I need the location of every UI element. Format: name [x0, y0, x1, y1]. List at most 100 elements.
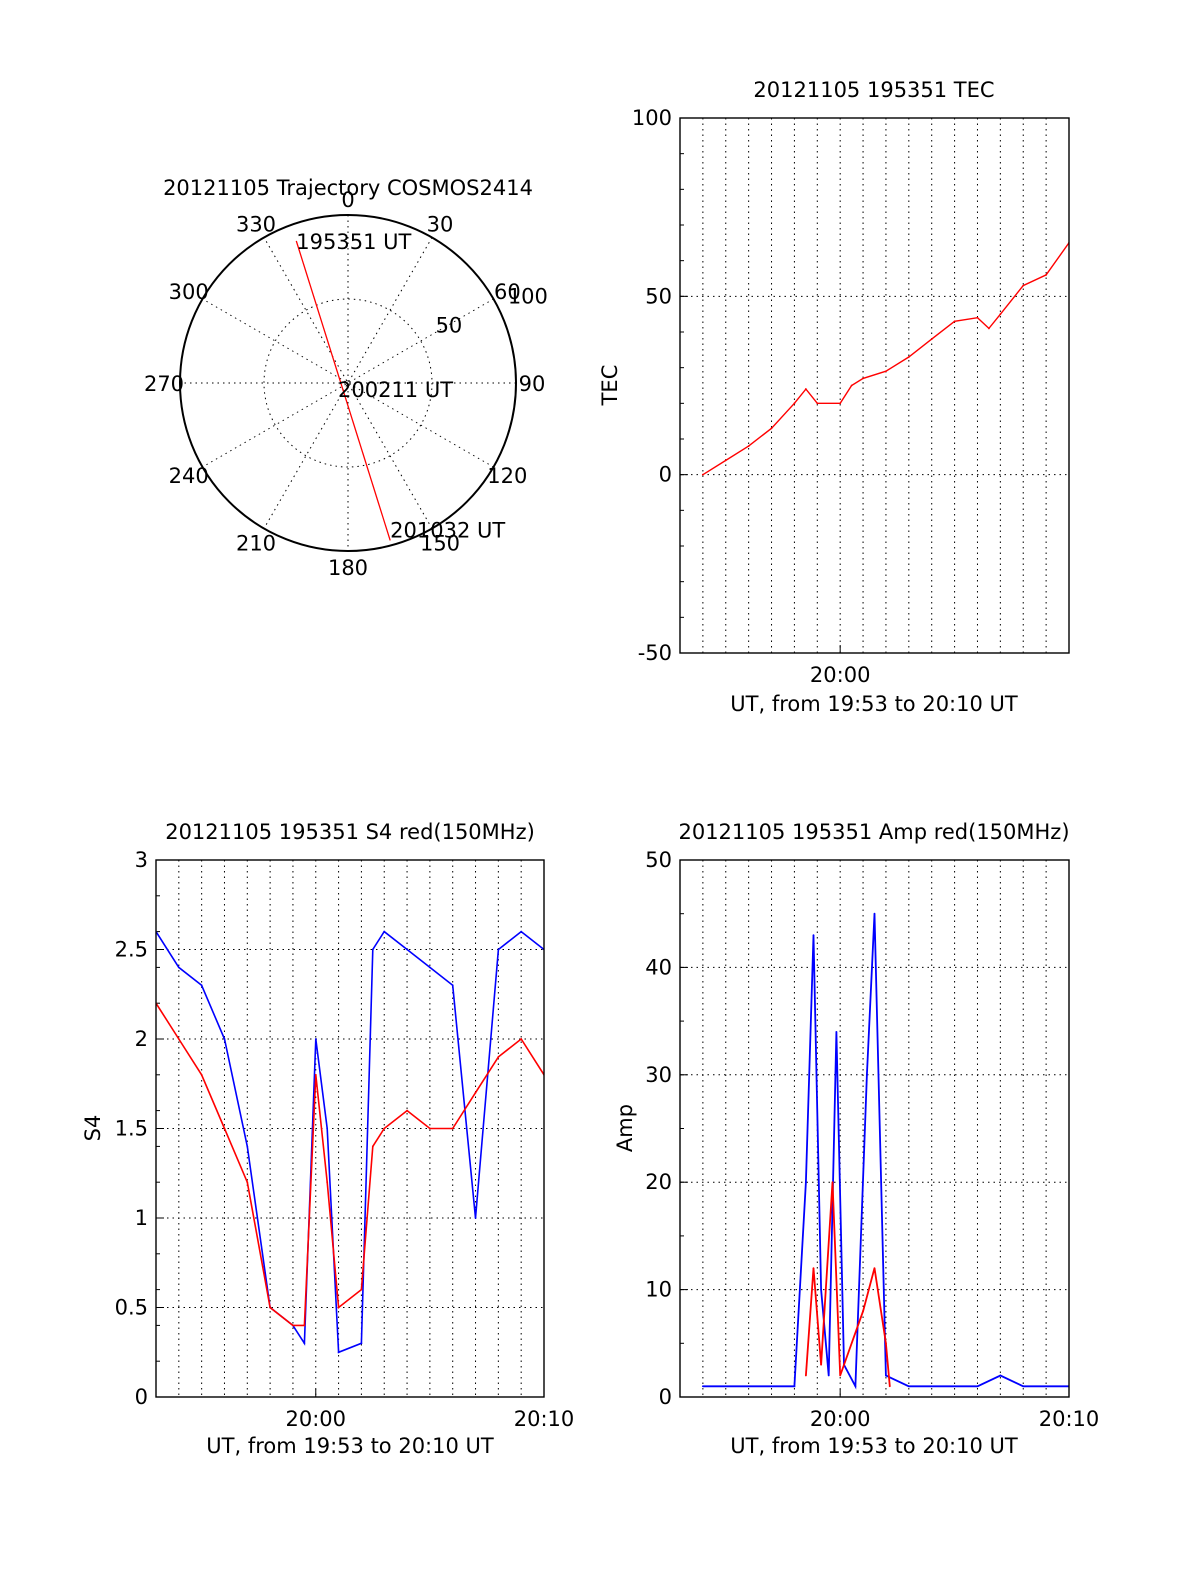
s4-body-data-point	[474, 1217, 477, 1219]
amp-body-data-point	[873, 912, 876, 915]
polar-trajectory-plot: 20121105 Trajectory COSMOS2414 0 30 60 90 12…	[144, 176, 548, 580]
s4-body-data-point	[246, 1145, 249, 1148]
s4-body-ytick-label: 0.5	[115, 1296, 148, 1320]
s4-body-data-point	[428, 1127, 431, 1130]
s4-xlabel: UT, from 19:53 to 20:10 UT	[206, 1434, 494, 1458]
amp-body-series-line-1	[805, 1182, 891, 1387]
tec-body-data-point	[976, 316, 979, 319]
s4-body-data-point	[303, 1324, 306, 1327]
polar-spoke	[202, 298, 494, 468]
tec-body-data-point	[885, 370, 887, 373]
s4-body-data-point	[360, 1288, 363, 1291]
amp-body-frame	[679, 859, 1070, 1398]
s4-body-series-line-1	[156, 1002, 544, 1327]
polar-track-label: 200211 UT	[338, 378, 453, 402]
polar-angle-label: 300	[169, 280, 209, 304]
tec-xlabel: UT, from 19:53 to 20:10 UT	[730, 692, 1018, 716]
amp-body-data-point	[854, 1385, 857, 1388]
s4-body-data-point	[406, 948, 408, 951]
amp-body-data-point	[820, 1363, 823, 1366]
polar-angle-label: 120	[487, 464, 527, 488]
s4-body-data-point	[314, 1073, 317, 1076]
s4-body-data-point	[326, 1127, 329, 1130]
amp-body-data-point	[885, 1374, 887, 1377]
amp-body-xtick-label: 20:00	[810, 1407, 871, 1431]
s4-body-data-point	[200, 1073, 203, 1076]
polar-angle-label: 30	[427, 213, 454, 237]
amp-body-data-point	[820, 1288, 823, 1291]
s4-body-data-point	[474, 1091, 477, 1094]
amp-body-data-point	[873, 1267, 876, 1270]
s4-body-data-point	[497, 948, 500, 951]
s4-body-data-point	[383, 930, 386, 933]
amp-ylabel: Amp	[613, 1104, 637, 1152]
tec-body-ytick-label: 0	[659, 463, 672, 487]
amp-body-data-point	[827, 1374, 830, 1377]
polar-angle-label: 210	[236, 531, 276, 555]
s4-body-data-point	[428, 966, 431, 969]
tec-title: 20121105 195351 TEC	[753, 78, 994, 102]
tec-body-data-point	[701, 473, 704, 476]
tec-body-data-point	[839, 402, 842, 405]
tec-body-data-point	[907, 356, 910, 358]
tec-body-data-point	[988, 327, 990, 330]
tec-body-data-point	[930, 338, 933, 341]
s4-body-data-point	[314, 1038, 317, 1040]
amp-xlabel: UT, from 19:53 to 20:10 UT	[730, 1434, 1018, 1458]
amp-body-data-point	[793, 1385, 796, 1388]
tec-body-series-line-0	[702, 242, 1069, 476]
s4-body-xtick-label: 20:10	[514, 1407, 575, 1431]
polar-track-label: 195351 UT	[296, 230, 411, 254]
amp-body-data-point	[804, 1181, 807, 1184]
polar-angle-label: 270	[144, 372, 184, 396]
polar-radial-label: 100	[508, 285, 548, 309]
s4-body-data-point	[371, 948, 374, 951]
polar-angle-label: 240	[169, 464, 209, 488]
s4-body-data-point	[292, 1324, 294, 1327]
s4-body-data-point	[177, 966, 180, 969]
tec-body-data-point	[862, 377, 864, 380]
polar-spoke	[263, 237, 433, 529]
s4-body-data-point	[269, 1306, 272, 1309]
polar-spoke	[202, 298, 494, 468]
amp-body-ytick-label: 20	[645, 1170, 672, 1194]
polar-angle-label: 90	[519, 372, 546, 396]
tec-body-data-point	[953, 320, 956, 323]
s4-body-data-point	[360, 1342, 363, 1345]
amp-body-ytick-label: 30	[645, 1063, 672, 1087]
amp-body-data-point	[865, 1073, 868, 1076]
tec-body-data-point	[793, 402, 796, 405]
polar-angle-label: 150	[420, 531, 460, 555]
amp-body-series-line-0	[702, 913, 1069, 1390]
s4-body-xtick-label: 20:00	[285, 1407, 346, 1431]
s4-body-data-point	[223, 1127, 226, 1130]
amp-plot: 20121105 195351 Amp red(150MHz) UT, from…	[613, 820, 1099, 1458]
s4-plot: 20121105 195351 S4 red(150MHz) UT, from …	[81, 820, 574, 1458]
amp-body-data-point	[1022, 1385, 1025, 1388]
s4-ylabel: S4	[81, 1115, 105, 1142]
amp-body-ytick-label: 50	[645, 848, 672, 872]
s4-body-ytick-label: 3	[135, 848, 148, 872]
amp-body-data-point	[835, 1030, 838, 1033]
s4-body-data-point	[200, 984, 203, 987]
amp-body-data-point	[701, 1385, 704, 1388]
tec-plot: 20121105 195351 TEC UT, from 19:53 to 20…	[598, 78, 1070, 716]
amp-body-data-point	[812, 1267, 815, 1270]
s4-body-data-point	[303, 1342, 306, 1345]
s4-body-ytick-label: 0	[135, 1385, 148, 1409]
s4-body-data-point	[337, 1351, 340, 1354]
polar-angle-label: 60	[494, 280, 521, 304]
tec-body-data-point	[1022, 284, 1025, 287]
tec-body-data-point	[816, 402, 819, 405]
s4-body-series-line-0	[156, 930, 544, 1354]
amp-title: 20121105 195351 Amp red(150MHz)	[678, 820, 1069, 844]
s4-title: 20121105 195351 S4 red(150MHz)	[165, 820, 535, 844]
polar-title: 20121105 Trajectory COSMOS2414	[163, 176, 533, 200]
s4-body-data-point	[406, 1109, 408, 1112]
amp-body-data-point	[831, 1181, 834, 1184]
s4-body-data-point	[383, 1127, 386, 1130]
tec-body-data-point	[1045, 274, 1048, 276]
amp-body-ytick-label: 0	[659, 1385, 672, 1409]
tec-body-data-point	[850, 384, 853, 387]
